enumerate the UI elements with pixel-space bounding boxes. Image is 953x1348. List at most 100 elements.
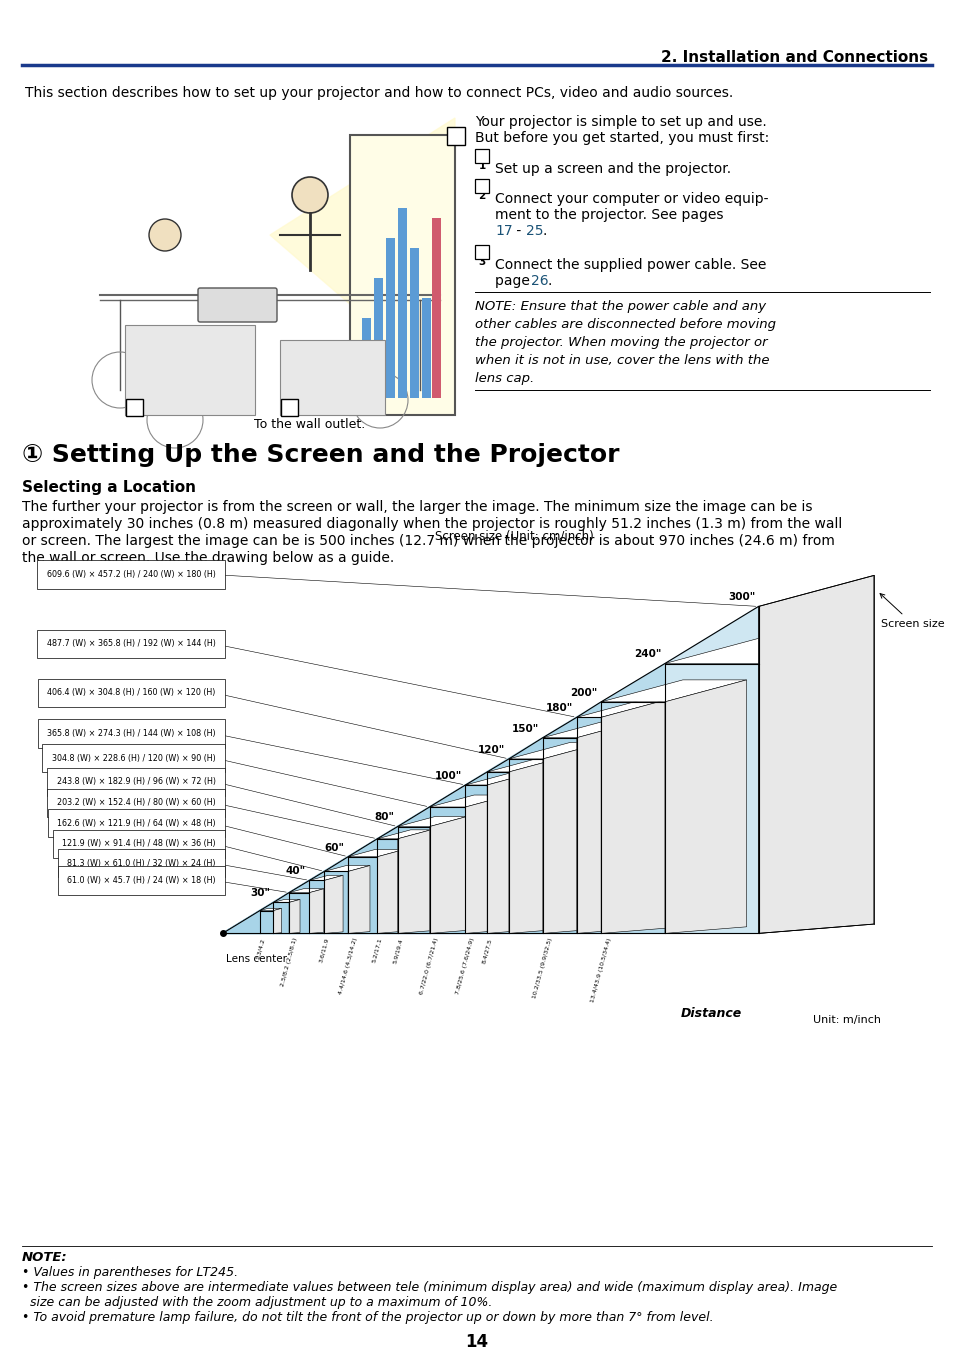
Polygon shape bbox=[600, 697, 677, 933]
FancyBboxPatch shape bbox=[281, 399, 297, 417]
Text: But before you get started, you must first:: But before you get started, you must fir… bbox=[475, 131, 768, 146]
Text: 150": 150" bbox=[512, 724, 538, 733]
FancyBboxPatch shape bbox=[475, 245, 489, 259]
Text: 5.9/19.4: 5.9/19.4 bbox=[392, 937, 403, 964]
Polygon shape bbox=[222, 892, 289, 933]
Text: 365.8 (W) × 274.3 (H) / 144 (W) × 108 (H): 365.8 (W) × 274.3 (H) / 144 (W) × 108 (H… bbox=[47, 729, 215, 739]
Polygon shape bbox=[542, 743, 603, 933]
Text: NOTE:: NOTE: bbox=[22, 1251, 68, 1264]
Text: 2.5/8.2 (2.5/8.1): 2.5/8.2 (2.5/8.1) bbox=[280, 937, 297, 988]
Polygon shape bbox=[289, 899, 299, 933]
Text: The further your projector is from the screen or wall, the larger the image. The: The further your projector is from the s… bbox=[22, 500, 812, 514]
Polygon shape bbox=[309, 875, 343, 880]
Polygon shape bbox=[465, 771, 539, 785]
Polygon shape bbox=[309, 888, 323, 933]
Text: 40": 40" bbox=[286, 867, 306, 876]
Polygon shape bbox=[274, 899, 299, 902]
Text: 200": 200" bbox=[570, 687, 598, 698]
Polygon shape bbox=[376, 830, 431, 838]
Text: 3: 3 bbox=[285, 403, 294, 417]
Polygon shape bbox=[577, 697, 677, 717]
Text: 304.8 (W) × 228.6 (H) / 120 (W) × 90 (H): 304.8 (W) × 228.6 (H) / 120 (W) × 90 (H) bbox=[52, 754, 215, 763]
Text: 80": 80" bbox=[374, 813, 394, 822]
Text: 26: 26 bbox=[531, 274, 548, 288]
FancyBboxPatch shape bbox=[475, 150, 489, 163]
Text: 162.6 (W) × 121.9 (H) / 64 (W) × 48 (H): 162.6 (W) × 121.9 (H) / 64 (W) × 48 (H) bbox=[57, 818, 215, 828]
Polygon shape bbox=[222, 737, 542, 933]
FancyBboxPatch shape bbox=[475, 179, 489, 193]
Text: size can be adjusted with the zoom adjustment up to a maximum of 10%.: size can be adjusted with the zoom adjus… bbox=[22, 1295, 492, 1309]
Polygon shape bbox=[274, 909, 281, 933]
Text: .: . bbox=[547, 274, 552, 288]
Polygon shape bbox=[758, 576, 873, 933]
Text: ① Setting Up the Screen and the Projector: ① Setting Up the Screen and the Projecto… bbox=[22, 443, 618, 466]
Polygon shape bbox=[397, 817, 467, 826]
Polygon shape bbox=[348, 849, 404, 857]
Text: -: - bbox=[512, 224, 525, 239]
Text: 5.2/17.1: 5.2/17.1 bbox=[371, 937, 382, 964]
Text: Connect your computer or video equip-: Connect your computer or video equip- bbox=[495, 191, 768, 206]
FancyBboxPatch shape bbox=[280, 340, 385, 415]
Text: 6.7/22.0 (6.7/21.4): 6.7/22.0 (6.7/21.4) bbox=[419, 937, 439, 995]
Polygon shape bbox=[222, 772, 487, 933]
Text: To the wall outlet.: To the wall outlet. bbox=[254, 418, 365, 431]
Text: when it is not in use, cover the lens with the: when it is not in use, cover the lens wi… bbox=[475, 355, 769, 367]
Text: Screen size (Unit: cm/inch): Screen size (Unit: cm/inch) bbox=[435, 530, 593, 543]
Polygon shape bbox=[348, 865, 370, 933]
Text: 100": 100" bbox=[435, 771, 461, 780]
Text: 14: 14 bbox=[465, 1333, 488, 1348]
Polygon shape bbox=[324, 875, 343, 933]
Text: 240": 240" bbox=[634, 650, 660, 659]
Text: page: page bbox=[495, 274, 534, 288]
Text: 1: 1 bbox=[451, 133, 460, 147]
FancyBboxPatch shape bbox=[125, 325, 254, 415]
Text: 1: 1 bbox=[477, 160, 485, 171]
Polygon shape bbox=[664, 638, 853, 663]
Polygon shape bbox=[487, 756, 565, 772]
Polygon shape bbox=[222, 807, 429, 933]
Bar bbox=[374, 278, 382, 398]
Text: 487.7 (W) × 365.8 (H) / 192 (W) × 144 (H): 487.7 (W) × 365.8 (H) / 192 (W) × 144 (H… bbox=[47, 639, 215, 648]
Text: 609.6 (W) × 457.2 (H) / 240 (W) × 180 (H): 609.6 (W) × 457.2 (H) / 240 (W) × 180 (H… bbox=[47, 570, 215, 580]
Text: 30": 30" bbox=[250, 888, 270, 898]
Text: 203.2 (W) × 152.4 (H) / 80 (W) × 60 (H): 203.2 (W) × 152.4 (H) / 80 (W) × 60 (H) bbox=[57, 798, 215, 807]
Bar bbox=[397, 208, 407, 398]
FancyBboxPatch shape bbox=[447, 127, 464, 146]
Polygon shape bbox=[376, 849, 404, 933]
Text: 121.9 (W) × 91.4 (H) / 48 (W) × 36 (H): 121.9 (W) × 91.4 (H) / 48 (W) × 36 (H) bbox=[62, 840, 215, 848]
Text: 3.6/11.9: 3.6/11.9 bbox=[318, 937, 330, 964]
Bar bbox=[432, 218, 440, 398]
Polygon shape bbox=[429, 817, 467, 933]
Polygon shape bbox=[222, 880, 309, 933]
Text: ment to the projector. See pages: ment to the projector. See pages bbox=[495, 208, 727, 222]
Text: Set up a screen and the projector.: Set up a screen and the projector. bbox=[495, 162, 730, 177]
Polygon shape bbox=[289, 888, 323, 892]
Text: NOTE: Ensure that the power cable and any: NOTE: Ensure that the power cable and an… bbox=[475, 301, 765, 313]
Polygon shape bbox=[758, 638, 853, 933]
Text: 8.4/27.5: 8.4/27.5 bbox=[481, 937, 493, 964]
Text: 300": 300" bbox=[727, 592, 755, 603]
Polygon shape bbox=[222, 910, 259, 933]
Text: Unit: m/inch: Unit: m/inch bbox=[812, 1015, 880, 1024]
Text: other cables are disconnected before moving: other cables are disconnected before mov… bbox=[475, 318, 775, 332]
Text: Lens center: Lens center bbox=[226, 954, 287, 964]
Polygon shape bbox=[222, 857, 348, 933]
Polygon shape bbox=[324, 865, 370, 871]
Text: 4.4/14.6 (4.3/14.2): 4.4/14.6 (4.3/14.2) bbox=[337, 937, 357, 995]
Text: Selecting a Location: Selecting a Location bbox=[22, 480, 195, 495]
Polygon shape bbox=[222, 663, 664, 933]
Bar bbox=[421, 298, 431, 398]
Text: 17: 17 bbox=[495, 224, 512, 239]
Polygon shape bbox=[577, 720, 645, 933]
Bar bbox=[386, 239, 395, 398]
Text: 7.8/25.6 (7.6/24.9): 7.8/25.6 (7.6/24.9) bbox=[455, 937, 475, 995]
Text: 1.3/4.2: 1.3/4.2 bbox=[254, 937, 265, 960]
Polygon shape bbox=[222, 826, 397, 933]
Polygon shape bbox=[508, 743, 603, 759]
Text: .: . bbox=[542, 224, 547, 239]
Polygon shape bbox=[465, 795, 510, 933]
Polygon shape bbox=[600, 679, 746, 702]
Text: approximately 30 inches (0.8 m) measured diagonally when the projector is roughl: approximately 30 inches (0.8 m) measured… bbox=[22, 518, 841, 531]
Text: This section describes how to set up your projector and how to connect PCs, vide: This section describes how to set up you… bbox=[25, 86, 733, 100]
FancyBboxPatch shape bbox=[198, 288, 276, 322]
